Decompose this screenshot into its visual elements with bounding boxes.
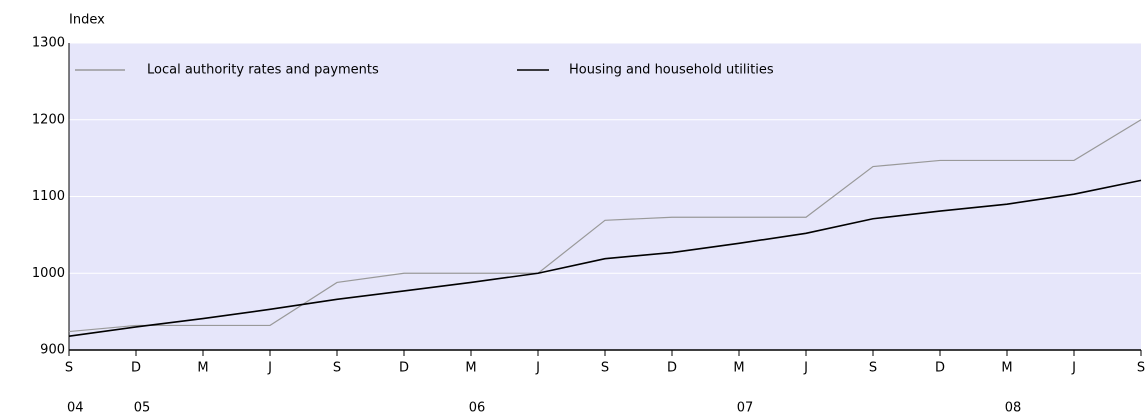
y-tick-label: 900 (40, 343, 65, 358)
x-year-label: 04 (67, 401, 84, 416)
x-tick-label: D (935, 361, 945, 376)
x-tick-label: S (65, 361, 73, 376)
x-tick-label: J (1071, 361, 1076, 376)
x-tick-label: M (733, 361, 744, 376)
x-tick-label: M (465, 361, 476, 376)
x-tick-label: M (1001, 361, 1012, 376)
y-tick-label: 1100 (32, 189, 65, 204)
x-tick-label: S (333, 361, 341, 376)
y-tick-label: 1300 (32, 36, 65, 51)
y-axis-label: Index (69, 13, 105, 28)
x-tick-label: D (131, 361, 141, 376)
x-tick-label: M (197, 361, 208, 376)
legend-label: Local authority rates and payments (147, 63, 379, 78)
x-tick-label: S (869, 361, 877, 376)
x-tick-label: J (535, 361, 540, 376)
x-year-label: 08 (1005, 401, 1022, 416)
series-line (68, 179, 1142, 337)
x-year-label: 06 (469, 401, 486, 416)
x-year-label: 07 (737, 401, 754, 416)
x-tick-label: J (267, 361, 272, 376)
x-tick-label: D (399, 361, 409, 376)
x-tick-label: S (601, 361, 609, 376)
y-tick-label: 1000 (32, 266, 65, 281)
x-year-label: 05 (134, 401, 151, 416)
x-tick-label: J (803, 361, 808, 376)
series-line (68, 119, 1142, 333)
x-tick-label: D (667, 361, 677, 376)
x-tick-label: S (1137, 361, 1145, 376)
y-tick-label: 1200 (32, 112, 65, 127)
legend-label: Housing and household utilities (569, 63, 774, 78)
